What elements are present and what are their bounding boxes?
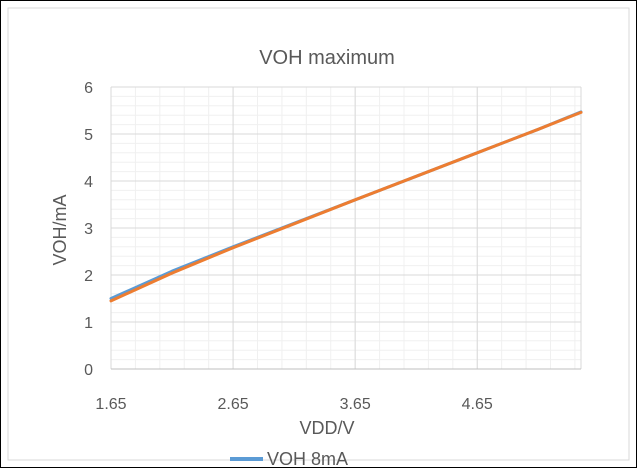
x-tick-labels: 1.65 2.65 3.65 4.65 [95,396,492,413]
y-tick-label: 6 [84,80,93,97]
series-lines [109,110,583,303]
x-axis-label: VDD/V [299,418,354,438]
y-tick-label: 5 [84,127,93,144]
legend-label: VOH 8mA [267,449,348,468]
x-tick-label: 2.65 [218,396,249,413]
x-tick-label: 1.65 [95,396,126,413]
y-tick-labels: 0 1 2 3 4 5 6 [84,80,93,379]
series-line-1 [109,110,583,303]
chart-title: VOH maximum [259,47,395,69]
x-tick-label: 4.65 [462,396,493,413]
major-gridlines [110,86,582,370]
y-tick-label: 2 [84,268,93,285]
y-tick-label: 0 [84,362,93,379]
chart-area-border [7,7,630,461]
legend: VOH 8mA [230,449,348,468]
y-tick-label: 3 [84,221,93,238]
y-tick-label: 4 [84,174,93,191]
y-tick-label: 1 [84,315,93,332]
x-tick-label: 3.65 [340,396,371,413]
y-axis-label: VOH/mA [50,194,70,265]
